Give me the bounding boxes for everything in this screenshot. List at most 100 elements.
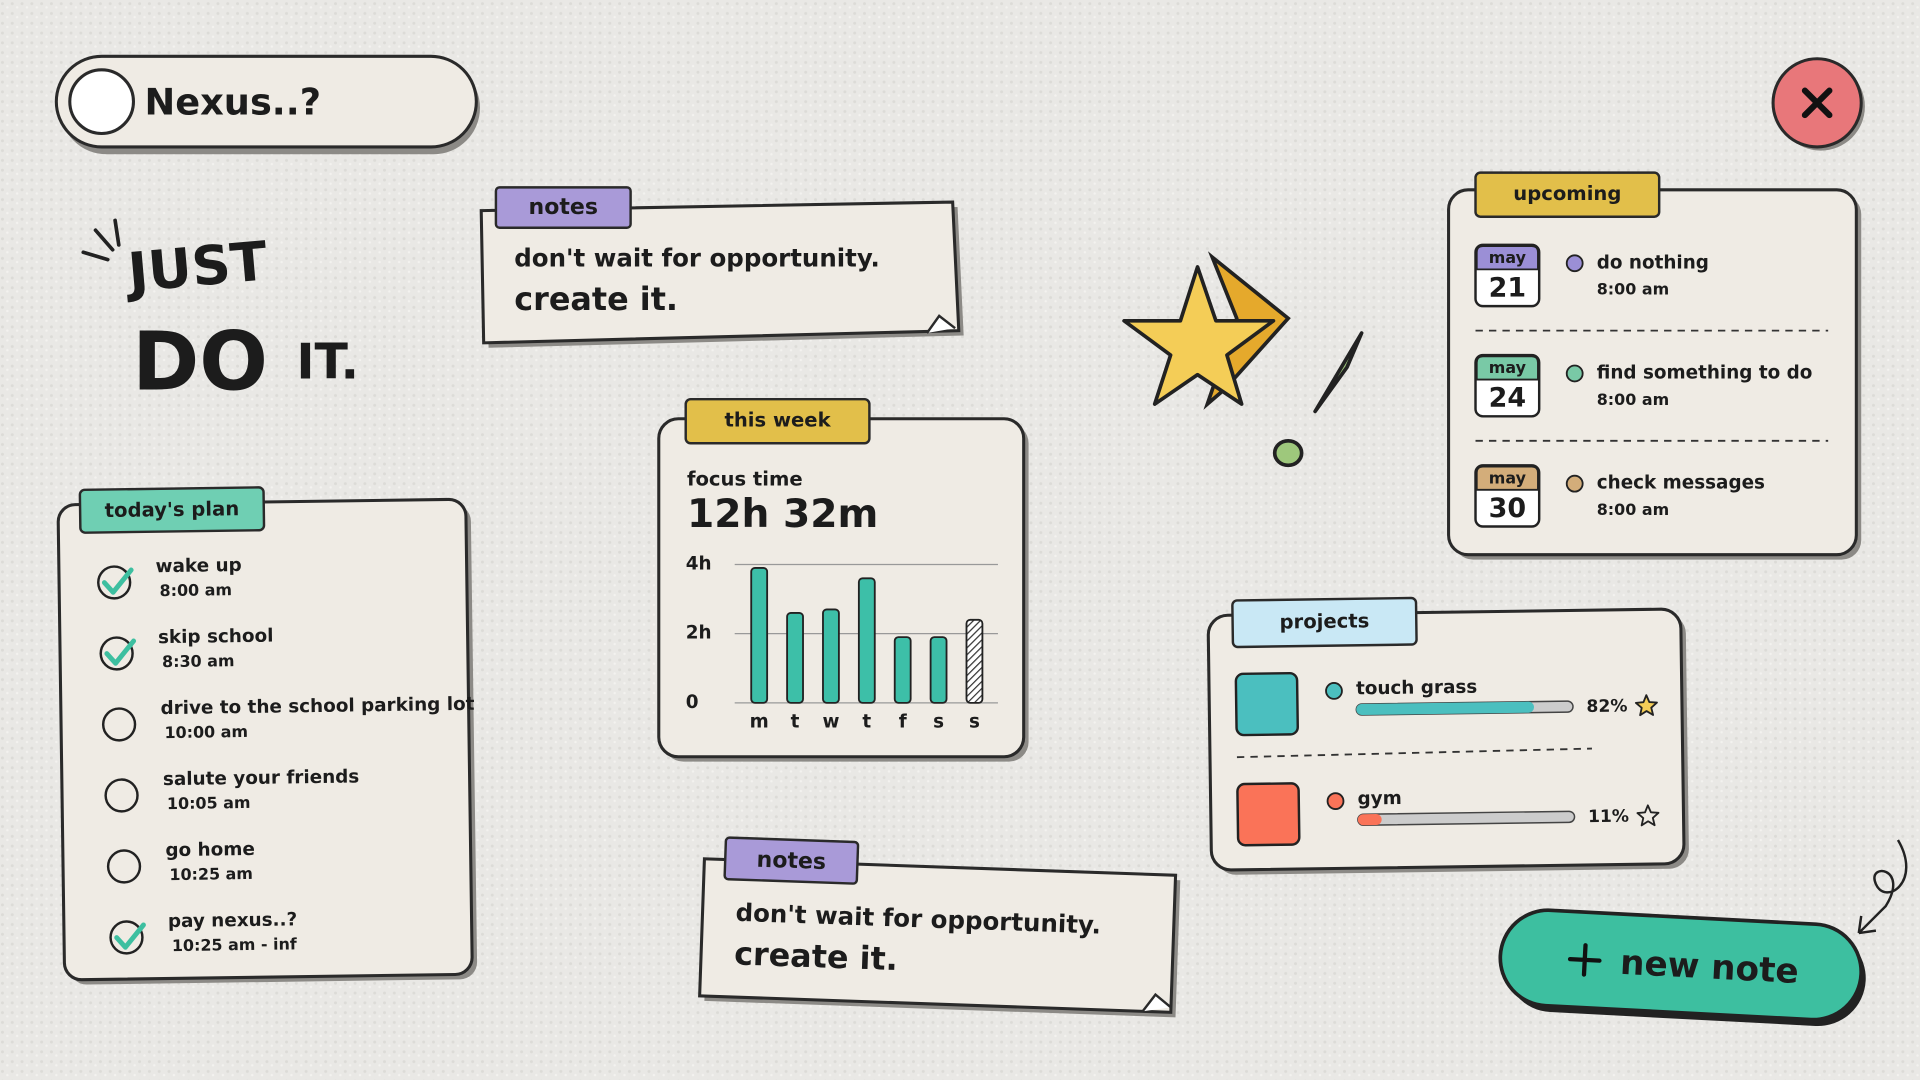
- y-tick-label: 0: [686, 692, 699, 713]
- date-day: 30: [1489, 493, 1526, 524]
- check-mark: [104, 638, 137, 666]
- project-swatch: [1236, 782, 1301, 847]
- task-title: pay nexus..?: [168, 909, 298, 932]
- header-pill[interactable]: [54, 54, 478, 149]
- project-swatch: [1234, 671, 1299, 737]
- slogan: JUST DO IT.: [81, 218, 359, 409]
- task-title: drive to the school parking lot: [160, 694, 474, 719]
- x-tick-label: t: [862, 711, 871, 732]
- task-time: 8:30 am: [162, 651, 235, 671]
- star-icon[interactable]: [1634, 694, 1658, 717]
- bar: [893, 636, 912, 704]
- note-card[interactable]: notes don't wait for opportunity. create…: [698, 836, 1181, 1018]
- y-tick-label: 2h: [686, 623, 712, 644]
- note-line2: create it.: [734, 934, 899, 978]
- star-sticker: [1122, 251, 1364, 468]
- exclaim-bar: [1313, 331, 1364, 414]
- check-circle: [109, 920, 144, 955]
- x-tick-label: t: [791, 711, 800, 732]
- plan-tab: [78, 486, 266, 534]
- week-label: this week: [724, 409, 831, 432]
- note-tab: [494, 186, 632, 229]
- note-line2: create it.: [514, 280, 678, 318]
- event-time: 8:00 am: [1597, 280, 1669, 299]
- date-header: [1475, 355, 1539, 381]
- note-body: [479, 200, 961, 345]
- progress-fill: [1356, 701, 1534, 716]
- progress-label: 82%: [1586, 696, 1627, 717]
- task-title: wake up: [155, 555, 241, 577]
- date-header: [1475, 245, 1539, 271]
- task-title: salute your friends: [163, 766, 360, 790]
- note-fold: [925, 314, 956, 334]
- squiggle-arrow: [1857, 839, 1908, 935]
- event-title: find something to do: [1597, 362, 1813, 383]
- progress-fill: [1357, 814, 1382, 826]
- avatar[interactable]: [68, 68, 135, 135]
- bar: [822, 608, 840, 704]
- event-dot: [1565, 254, 1584, 273]
- check-circle: [106, 849, 142, 884]
- project-dot: [1326, 792, 1345, 811]
- week-card: this week focus time 12h 32m 0 2h 4h m t w t f s…: [657, 397, 1029, 762]
- upcoming-card: upcoming may 21 do nothing 8:00 am may 24 find…: [1447, 171, 1862, 560]
- x-tick-label: s: [969, 711, 980, 732]
- date-header: [1475, 465, 1539, 491]
- check-circle: [104, 778, 139, 813]
- x-tick-label: s: [933, 711, 944, 732]
- check-circle: [101, 707, 137, 742]
- event-dot: [1565, 474, 1584, 493]
- app-title: Nexus..?: [144, 81, 321, 124]
- button-label: new note: [1619, 943, 1800, 992]
- check-circle: [97, 565, 132, 600]
- bar: [857, 577, 876, 704]
- star: [1122, 265, 1276, 406]
- date-month: may: [1489, 468, 1527, 487]
- note-label: notes: [756, 848, 826, 875]
- progress-track: [1357, 810, 1576, 826]
- x-tick-label: m: [750, 711, 769, 732]
- bar: [786, 611, 804, 704]
- x-tick-label: w: [822, 711, 839, 732]
- star-icon[interactable]: [1636, 804, 1660, 827]
- metric-value: 12h 32m: [687, 492, 878, 537]
- projects-label: projects: [1279, 609, 1369, 633]
- metric-label: focus time: [687, 468, 803, 491]
- event-title: do nothing: [1597, 252, 1709, 273]
- upcoming-label: upcoming: [1513, 182, 1621, 205]
- date-day: 21: [1489, 272, 1526, 303]
- today-plan-card: today's plan wake up 8:00 am skip school8:…: [56, 486, 478, 985]
- progress-label: 11%: [1588, 807, 1629, 828]
- project-dot: [1325, 682, 1343, 700]
- event-title: check messages: [1597, 473, 1765, 494]
- bar: [965, 618, 984, 704]
- task-title: skip school: [158, 626, 274, 649]
- separator: [1236, 747, 1592, 759]
- y-tick-label: 4h: [686, 553, 712, 574]
- task-time: 10:25 am: [169, 864, 253, 884]
- week-tab: [684, 397, 871, 445]
- check-mark: [101, 567, 134, 595]
- project-name: touch grass: [1356, 677, 1478, 700]
- event-time: 8:00 am: [1597, 390, 1669, 409]
- event-time: 8:00 am: [1597, 500, 1669, 519]
- task-title: go home: [165, 839, 255, 861]
- new-note-button[interactable]: new note: [1498, 908, 1869, 1029]
- plan-label: today's plan: [105, 497, 240, 522]
- bar: [929, 636, 948, 704]
- note-body: [698, 857, 1178, 1014]
- check-circle: [99, 636, 134, 671]
- x-tick-label: f: [899, 711, 908, 732]
- date-month: may: [1489, 358, 1527, 377]
- note-card[interactable]: notes don't wait for opportunity. create…: [479, 186, 964, 348]
- task-time: 10:05 am: [167, 793, 251, 813]
- projects-body: [1206, 607, 1686, 872]
- note-tab: [723, 836, 860, 885]
- exclaim-dot: [1272, 438, 1304, 468]
- note-line1: don't wait for opportunity.: [514, 244, 880, 273]
- accent-lines: [81, 218, 121, 262]
- slogan-do: DO: [132, 315, 268, 409]
- date-day: 24: [1489, 383, 1526, 414]
